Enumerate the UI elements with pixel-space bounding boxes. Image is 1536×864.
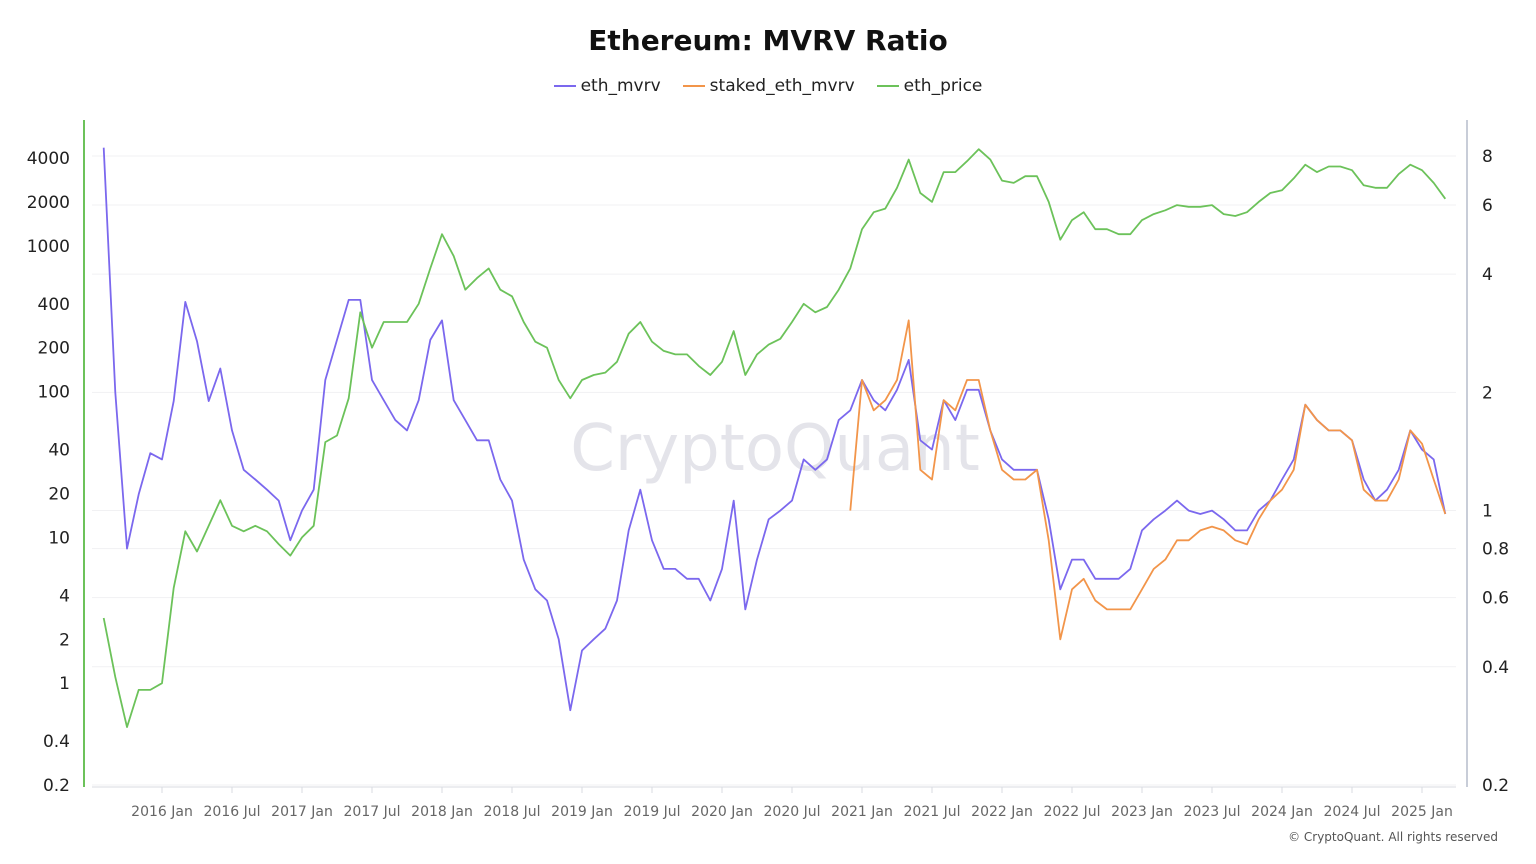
left-tick-label: 0.2 [43,776,70,796]
x-tick-label: 2021 Jul [904,804,961,820]
right-tick-label: 2 [1482,383,1493,403]
left-tick-label: 200 [38,339,70,359]
legend-label: staked_eth_mvrv [709,76,855,96]
left-tick-label: 100 [38,383,70,403]
left-tick-label: 0.4 [43,732,70,752]
right-tick-label: 4 [1482,265,1493,285]
left-tick-label: 4 [59,586,70,606]
x-tick-label: 2019 Jan [551,804,613,820]
series-line-staked-eth-mvrv [849,319,1447,641]
left-tick-label: 10 [48,528,70,548]
right-tick-label: 0.2 [1482,776,1509,796]
legend-item-eth-mvrv[interactable]: eth_mvrv [553,76,661,96]
right-tick-label: 0.8 [1482,540,1509,560]
right-tick-label: 0.6 [1482,589,1509,609]
x-tick-label: 2022 Jan [971,804,1033,820]
x-tick-label: 2018 Jan [411,804,473,820]
right-tick-label: 8 [1482,147,1493,167]
legend-swatch [876,85,899,87]
legend: eth_mvrv staked_eth_mvrv eth_price [0,76,1536,96]
chart-title: Ethereum: MVRV Ratio [588,24,948,57]
left-tick-label: 20 [48,484,70,504]
left-tick-label: 400 [38,295,70,315]
legend-item-eth-price[interactable]: eth_price [876,76,983,96]
series-line-eth-mvrv [102,147,1447,712]
watermark: CryptoQuant [570,412,980,486]
copyright: © CryptoQuant. All rights reserved [1288,830,1498,844]
x-tick-label: 2020 Jul [764,804,821,820]
x-tick-label: 2016 Jan [131,804,193,820]
legend-label: eth_price [903,76,983,96]
x-tick-label: 2021 Jan [831,804,893,820]
right-tick-label: 6 [1482,196,1493,216]
left-tick-label: 40 [48,441,70,461]
x-tick-label: 2024 Jul [1324,804,1381,820]
left-tick-label: 1000 [27,237,70,257]
series-line-eth-price [102,148,1447,728]
right-tick-label: 0.4 [1482,658,1509,678]
x-tick-label: 2017 Jan [271,804,333,820]
x-tick-label: 2022 Jul [1044,804,1101,820]
legend-item-staked-eth-mvrv[interactable]: staked_eth_mvrv [682,76,855,96]
x-tick-label: 2023 Jan [1111,804,1173,820]
left-tick-label: 1 [59,674,70,694]
x-tick-label: 2018 Jul [484,804,541,820]
left-tick-label: 2 [59,630,70,650]
x-tick-label: 2020 Jan [691,804,753,820]
x-tick-label: 2016 Jul [204,804,261,820]
x-tick-label: 2017 Jul [344,804,401,820]
left-tick-label: 4000 [27,149,70,169]
x-tick-label: 2024 Jan [1251,804,1313,820]
x-tick-label: 2019 Jul [624,804,681,820]
legend-label: eth_mvrv [580,76,661,96]
left-tick-label: 2000 [27,193,70,213]
x-tick-label: 2025 Jan [1391,804,1453,820]
right-tick-label: 1 [1482,502,1493,522]
legend-swatch [553,85,576,87]
x-tick-label: 2023 Jul [1184,804,1241,820]
legend-swatch [682,85,705,87]
